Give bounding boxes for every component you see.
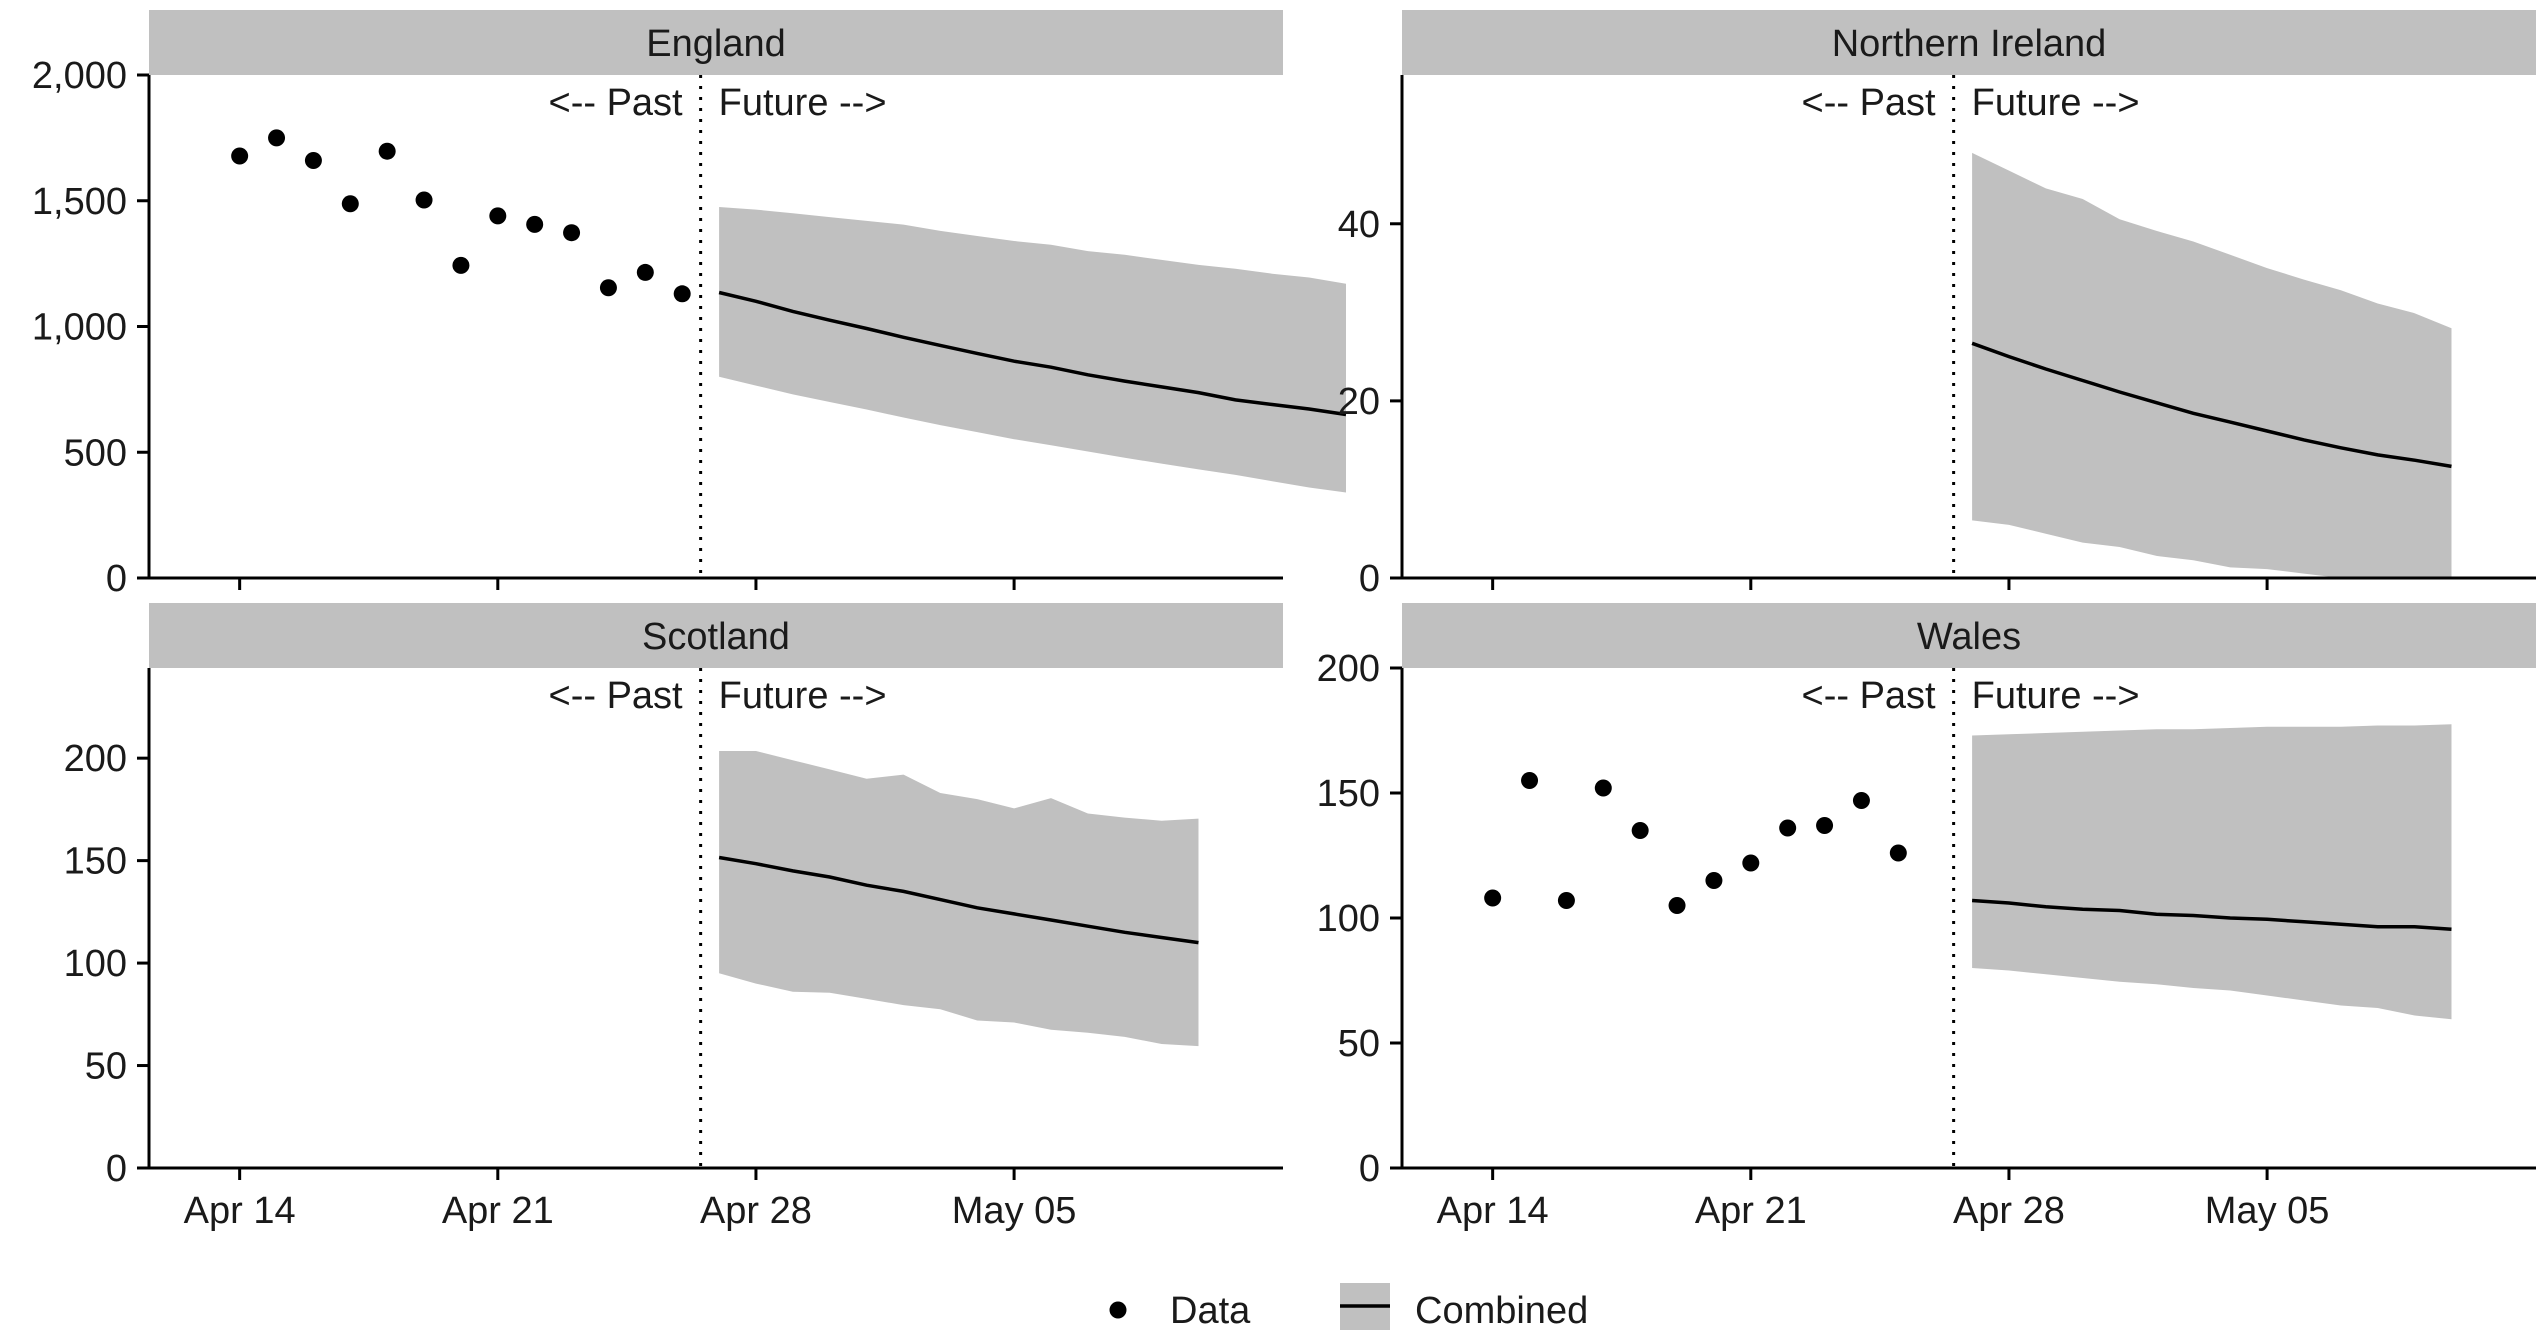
y-tick-label: 0 xyxy=(106,1148,127,1190)
past-label: <-- Past xyxy=(1802,675,1937,717)
y-tick-label: 0 xyxy=(106,558,127,600)
data-point xyxy=(1594,779,1612,797)
data-point xyxy=(1779,819,1797,837)
x-tick-label: May 05 xyxy=(952,1190,1077,1232)
panel-northern-ireland: Northern Ireland <-- Past Future --> 0 20 40 xyxy=(1338,10,2536,600)
data-point xyxy=(489,207,507,225)
panel-strip xyxy=(1402,10,2536,75)
y-tick-label: 200 xyxy=(1317,648,1380,690)
y-tick-label: 200 xyxy=(64,738,127,780)
panel-england: England <-- Past Future --> 0 500 1,000 1,500 2… xyxy=(32,10,1347,600)
data-point xyxy=(1631,822,1649,839)
data-point xyxy=(268,129,286,147)
y-tick-label: 0 xyxy=(1359,1148,1380,1190)
data-point xyxy=(378,142,396,160)
future-label: Future --> xyxy=(1972,675,2140,717)
panel-strip xyxy=(149,10,1283,75)
panel-strip xyxy=(149,603,1283,668)
panel-strip xyxy=(1402,603,2536,668)
future-label: Future --> xyxy=(1972,82,2140,124)
y-tick-label: 20 xyxy=(1338,381,1380,423)
future-label: Future --> xyxy=(719,675,887,717)
data-point xyxy=(231,147,249,165)
data-point xyxy=(1816,817,1834,834)
forecast-median-line xyxy=(718,855,1199,945)
data-point xyxy=(526,215,544,233)
y-tick-label: 1,000 xyxy=(32,307,127,349)
data-point xyxy=(1668,897,1686,914)
y-tick-label: 2,000 xyxy=(32,55,127,97)
data-point xyxy=(341,195,359,213)
legend: Data Combined xyxy=(1109,1283,1588,1330)
y-tick-label: 50 xyxy=(1338,1023,1380,1065)
panel-title: Scotland xyxy=(642,616,790,658)
panel-title: Northern Ireland xyxy=(1832,23,2107,65)
legend-data-label: Data xyxy=(1170,1290,1251,1330)
forecast-median-line xyxy=(1971,341,2452,469)
y-tick-label: 150 xyxy=(64,841,127,883)
legend-combined-label: Combined xyxy=(1415,1290,1588,1330)
y-tick-label: 50 xyxy=(85,1046,127,1088)
data-point xyxy=(1852,792,1870,809)
x-tick-label: Apr 14 xyxy=(184,1190,296,1232)
data-point xyxy=(1521,772,1539,789)
data-point xyxy=(636,263,654,281)
data-point xyxy=(304,152,322,170)
forecast-interval-band xyxy=(1972,152,2452,578)
forecast-interval-band xyxy=(719,207,1346,493)
x-tick-label: Apr 14 xyxy=(1437,1190,1549,1232)
past-label: <-- Past xyxy=(549,675,684,717)
data-point xyxy=(1742,854,1760,872)
past-label: <-- Past xyxy=(549,82,684,124)
x-tick-label: Apr 28 xyxy=(1953,1190,2065,1232)
y-tick-label: 40 xyxy=(1338,204,1380,246)
x-tick-label: Apr 21 xyxy=(442,1190,554,1232)
panel-scotland: Scotland <-- Past Future --> 0 50 100 150 200 Ap… xyxy=(64,603,1283,1232)
data-point xyxy=(1557,892,1575,909)
y-tick-label: 0 xyxy=(1359,558,1380,600)
data-point xyxy=(1484,889,1502,907)
y-tick-label: 100 xyxy=(1317,898,1380,940)
data-point xyxy=(673,285,691,303)
data-point xyxy=(599,279,617,297)
data-point xyxy=(452,256,470,274)
panel-title: Wales xyxy=(1917,616,2021,658)
future-label: Future --> xyxy=(719,82,887,124)
y-tick-label: 100 xyxy=(64,943,127,985)
x-tick-label: May 05 xyxy=(2205,1190,2330,1232)
data-point xyxy=(1705,872,1723,889)
data-point xyxy=(1889,844,1907,862)
forecast-interval-band xyxy=(1972,724,2452,1020)
panel-title: England xyxy=(646,23,785,65)
forecast-interval-band xyxy=(719,751,1199,1047)
forecast-median-line xyxy=(1971,898,2452,932)
y-tick-label: 500 xyxy=(64,432,127,474)
data-point xyxy=(415,191,433,209)
x-tick-label: Apr 21 xyxy=(1695,1190,1807,1232)
past-label: <-- Past xyxy=(1802,82,1937,124)
panel-wales: Wales <-- Past Future --> 0 50 100 150 200 Apr 1… xyxy=(1317,603,2536,1232)
y-tick-label: 1,500 xyxy=(32,181,127,223)
forecast-median-line xyxy=(718,290,1347,417)
x-tick-label: Apr 28 xyxy=(700,1190,812,1232)
data-point xyxy=(563,224,581,242)
y-tick-label: 150 xyxy=(1317,773,1380,815)
legend-data-key xyxy=(1109,1301,1127,1319)
